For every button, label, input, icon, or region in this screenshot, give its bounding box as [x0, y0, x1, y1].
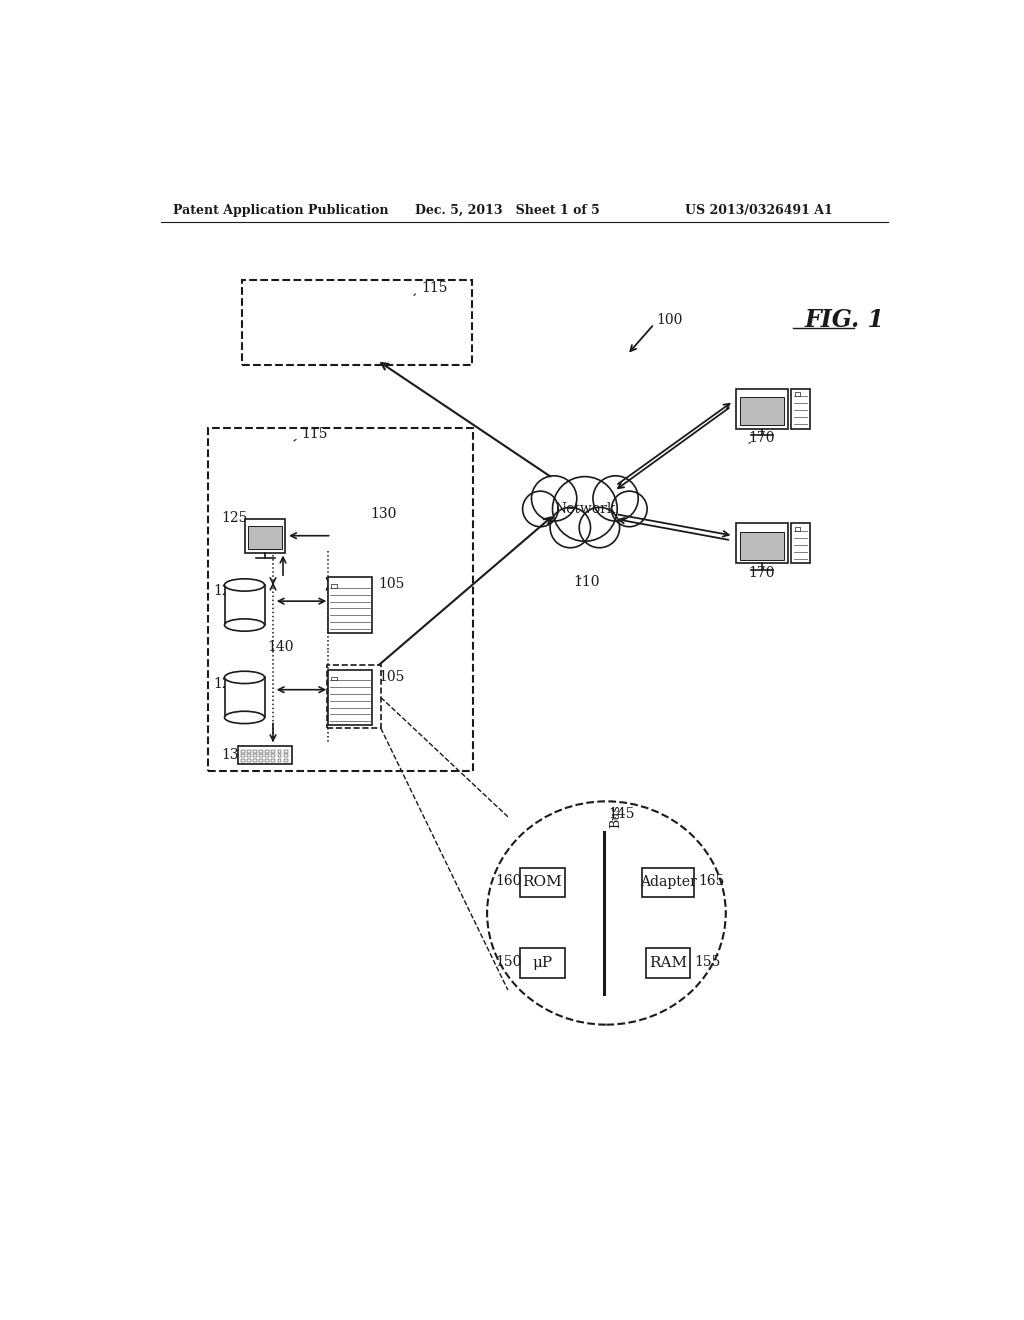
Text: 115: 115 — [301, 428, 328, 441]
Text: RAM: RAM — [649, 956, 687, 970]
Text: US 2013/0326491 A1: US 2013/0326491 A1 — [685, 205, 833, 218]
Bar — [239, 746, 292, 764]
Text: 125: 125 — [221, 511, 248, 525]
Circle shape — [531, 475, 577, 521]
Bar — [253, 755, 257, 758]
Text: FIG. 1: FIG. 1 — [804, 308, 885, 333]
Text: Bus: Bus — [609, 805, 623, 829]
Text: 145: 145 — [608, 808, 635, 821]
Circle shape — [550, 507, 591, 548]
Text: 115: 115 — [422, 281, 449, 294]
Bar — [278, 759, 282, 762]
Bar — [792, 388, 810, 429]
Bar — [259, 755, 263, 758]
Text: 150: 150 — [496, 954, 522, 969]
Bar — [792, 524, 810, 564]
Bar — [795, 392, 800, 396]
Ellipse shape — [224, 711, 264, 723]
Bar — [241, 750, 245, 752]
Text: 100: 100 — [656, 313, 683, 327]
Bar — [253, 750, 257, 752]
Bar — [284, 759, 288, 762]
Bar — [327, 665, 381, 729]
Circle shape — [346, 532, 354, 540]
Bar — [271, 750, 275, 752]
Circle shape — [580, 507, 620, 548]
Bar — [331, 677, 337, 681]
Bar — [739, 397, 784, 425]
Bar — [241, 755, 245, 758]
Bar — [284, 755, 288, 758]
Text: 140: 140 — [267, 640, 294, 655]
Bar — [208, 428, 473, 771]
Bar — [331, 585, 337, 589]
Circle shape — [347, 673, 353, 678]
Bar — [249, 525, 283, 549]
Bar — [247, 755, 251, 758]
Bar — [271, 755, 275, 758]
Text: 165: 165 — [698, 874, 724, 887]
Text: 170: 170 — [749, 566, 774, 579]
Bar — [736, 524, 788, 564]
Bar — [739, 532, 784, 560]
Text: 130: 130 — [371, 507, 397, 521]
Text: 120: 120 — [213, 677, 240, 690]
Text: 170: 170 — [749, 430, 774, 445]
Circle shape — [332, 517, 369, 554]
Bar — [520, 867, 565, 896]
Bar — [795, 527, 800, 531]
Bar — [224, 677, 264, 718]
Ellipse shape — [487, 801, 726, 1024]
Circle shape — [347, 581, 353, 586]
Ellipse shape — [224, 672, 264, 684]
Text: Network: Network — [554, 502, 615, 516]
Bar — [520, 949, 565, 978]
Bar — [247, 750, 251, 752]
Bar — [265, 759, 269, 762]
Circle shape — [522, 491, 558, 527]
Bar — [278, 755, 282, 758]
Bar — [284, 750, 288, 752]
Bar — [328, 669, 373, 725]
Text: 110: 110 — [573, 576, 600, 589]
Bar — [241, 759, 245, 762]
Text: 135: 135 — [221, 748, 248, 762]
Circle shape — [611, 491, 647, 527]
Bar — [253, 759, 257, 762]
Text: ROM: ROM — [522, 875, 562, 890]
Ellipse shape — [224, 578, 264, 591]
Bar — [646, 949, 690, 978]
Text: 160: 160 — [496, 874, 522, 887]
Bar — [259, 759, 263, 762]
Bar — [278, 750, 282, 752]
Circle shape — [553, 477, 617, 541]
Bar — [243, 280, 472, 364]
Bar — [736, 388, 788, 429]
Bar — [265, 750, 269, 752]
Bar — [247, 759, 251, 762]
Text: Dec. 5, 2013   Sheet 1 of 5: Dec. 5, 2013 Sheet 1 of 5 — [416, 205, 600, 218]
Circle shape — [593, 475, 638, 521]
Bar — [246, 519, 286, 553]
Text: 105: 105 — [379, 577, 404, 591]
Text: Adapter: Adapter — [640, 875, 696, 890]
Text: 105: 105 — [379, 669, 404, 684]
Bar — [642, 867, 694, 896]
Bar — [224, 585, 264, 626]
Bar — [328, 577, 373, 632]
Bar — [271, 759, 275, 762]
Bar — [259, 750, 263, 752]
Text: 120: 120 — [213, 585, 240, 598]
Text: Patent Application Publication: Patent Application Publication — [173, 205, 388, 218]
Bar — [265, 755, 269, 758]
Ellipse shape — [224, 619, 264, 631]
Text: μP: μP — [532, 956, 553, 970]
Text: 155: 155 — [694, 954, 721, 969]
